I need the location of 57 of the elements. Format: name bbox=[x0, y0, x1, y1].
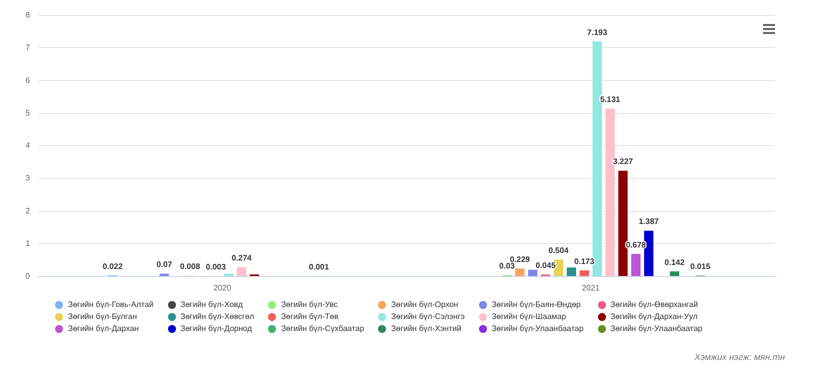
legend-label: Зөгийн бүл-Сэлэнгэ bbox=[391, 312, 465, 321]
legend-label: Зөгийн бүл-Увс bbox=[281, 300, 338, 309]
legend-label: Зөгийн бүл-Сүхбаатар bbox=[281, 324, 364, 333]
data-label: 0.229 bbox=[510, 255, 530, 264]
legend-label: Зөгийн бүл-Хэнтий bbox=[391, 324, 462, 333]
legend-label: Зөгийн бүл-Өвөрхангай bbox=[610, 300, 698, 309]
data-label: 0.022 bbox=[102, 262, 124, 271]
data-label: 0.07 bbox=[156, 260, 173, 270]
data-label: 7.193 bbox=[587, 28, 608, 37]
data-label: 0.173 bbox=[574, 256, 595, 266]
data-label: 0.274 bbox=[232, 254, 252, 263]
legend-label: Зөгийн бүл-Улаанбаатар bbox=[492, 324, 584, 333]
text: Хэмжих нэгж: мян.тн bbox=[694, 352, 785, 362]
y-tick-label: 8 bbox=[26, 10, 31, 20]
data-label: 0.003 bbox=[206, 262, 226, 272]
legend-label: Зөгийн бүл-Дархан-Уул bbox=[610, 312, 698, 321]
legend-label: Зөгийн бүл-Баян-Өндөр bbox=[492, 300, 581, 309]
y-tick-label: 4 bbox=[26, 141, 31, 150]
legend-label: Зөгийн бүл-Улаанбаатар bbox=[610, 324, 702, 333]
bar bbox=[618, 170, 628, 276]
y-tick-label: 5 bbox=[26, 108, 31, 118]
legend-label: Зөгийн бүл-Дорнод bbox=[180, 324, 252, 333]
bar bbox=[528, 270, 538, 276]
y-tick-label: 3 bbox=[26, 174, 31, 183]
y-tick-label: 0 bbox=[26, 272, 31, 280]
legend-label: Зөгийн бүл-Орхон bbox=[391, 300, 458, 309]
legend-label: Зөгийн бүл-Булган bbox=[68, 312, 137, 321]
data-label: 0.142 bbox=[664, 258, 686, 267]
data-label: 5.131 bbox=[600, 95, 621, 104]
legend-label: Зөгийн бүл-Төв bbox=[281, 312, 338, 321]
data-label: 1.387 bbox=[638, 217, 660, 226]
y-tick-label: 7 bbox=[26, 43, 31, 52]
bar bbox=[566, 268, 576, 276]
data-label: 0.015 bbox=[690, 262, 711, 272]
bar bbox=[605, 108, 615, 276]
y-tick-label: 6 bbox=[26, 76, 31, 85]
y-tick-label: 2 bbox=[26, 206, 31, 216]
legend-label: Зөгийн бүл-Шаамар bbox=[492, 312, 566, 321]
data-label: 3.227 bbox=[612, 157, 634, 166]
y-tick-label: 1 bbox=[26, 238, 31, 248]
x-tick-label: 2021 bbox=[582, 284, 600, 292]
bar bbox=[644, 230, 654, 276]
bar bbox=[631, 254, 641, 276]
bar bbox=[592, 41, 602, 276]
legend-label: Зөгийн бүл-Говь-Алтай bbox=[68, 300, 154, 309]
legend-label: Зөгийн бүл-Хөвсгөл bbox=[180, 312, 254, 321]
legend-label: Зөгийн бүл-Дархан bbox=[68, 324, 139, 333]
data-label: 0.008 bbox=[180, 262, 201, 272]
data-label: 0.504 bbox=[548, 246, 570, 256]
bar bbox=[515, 268, 525, 276]
bar bbox=[580, 270, 589, 276]
data-label: 0.001 bbox=[308, 262, 330, 272]
x-tick-label: 2020 bbox=[213, 284, 232, 292]
bar bbox=[670, 271, 680, 276]
data-label: 0.03 bbox=[499, 262, 516, 271]
legend-label: Зөгийн бүл-Ховд bbox=[180, 300, 243, 309]
bar bbox=[236, 267, 246, 276]
